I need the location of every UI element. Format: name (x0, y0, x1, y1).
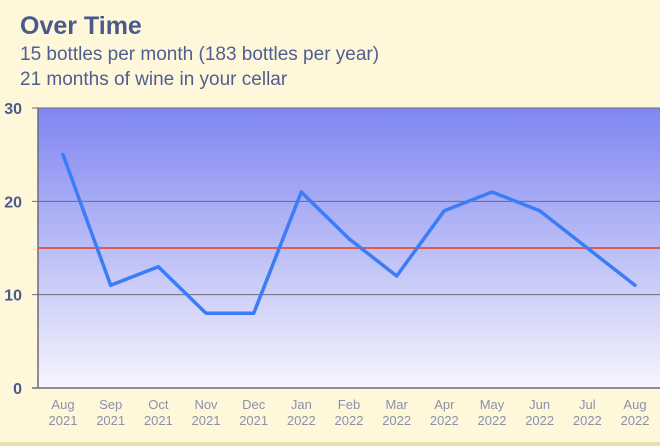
x-tick-year-4: 2021 (239, 413, 268, 428)
x-tick-month-10: Jun (529, 397, 550, 412)
y-tick-label-10: 10 (4, 288, 22, 305)
y-tick-label-0: 0 (13, 381, 22, 398)
x-tick-month-12: Aug (623, 397, 646, 412)
x-tick-year-7: 2022 (382, 413, 411, 428)
x-tick-year-12: 2022 (621, 413, 650, 428)
x-tick-month-6: Feb (338, 397, 360, 412)
x-tick-year-10: 2022 (525, 413, 554, 428)
x-tick-month-8: Apr (434, 397, 455, 412)
chart-title: Over Time (20, 12, 142, 40)
chart-subtitle-cellar: 21 months of wine in your cellar (20, 69, 288, 90)
x-tick-year-0: 2021 (49, 413, 78, 428)
x-tick-year-9: 2022 (478, 413, 507, 428)
x-tick-month-2: Oct (148, 397, 169, 412)
x-tick-year-1: 2021 (96, 413, 125, 428)
x-tick-year-5: 2022 (287, 413, 316, 428)
x-tick-month-1: Sep (99, 397, 122, 412)
x-tick-year-11: 2022 (573, 413, 602, 428)
x-tick-month-4: Dec (242, 397, 266, 412)
x-tick-year-3: 2021 (192, 413, 221, 428)
x-tick-month-7: Mar (385, 397, 408, 412)
x-tick-year-6: 2022 (335, 413, 364, 428)
y-tick-label-30: 30 (4, 101, 22, 118)
x-tick-year-8: 2022 (430, 413, 459, 428)
x-tick-month-9: May (480, 397, 505, 412)
x-tick-month-11: Jul (579, 397, 596, 412)
x-tick-month-5: Jan (291, 397, 312, 412)
x-tick-month-0: Aug (51, 397, 74, 412)
x-tick-month-3: Nov (194, 397, 218, 412)
y-tick-label-20: 20 (4, 194, 22, 211)
chart-subtitle-rate: 15 bottles per month (183 bottles per ye… (20, 44, 380, 65)
x-tick-year-2: 2021 (144, 413, 173, 428)
